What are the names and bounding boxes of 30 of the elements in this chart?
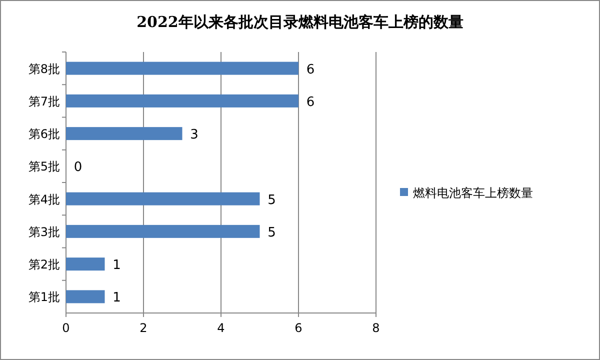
- bar: [66, 224, 260, 238]
- bar: [66, 258, 105, 271]
- bar: [66, 62, 298, 75]
- data-label: 5: [268, 192, 276, 208]
- data-label: 6: [306, 62, 315, 78]
- y-tick-label: 第6批: [28, 127, 60, 142]
- data-label: 5: [268, 225, 276, 240]
- x-tick-label: 4: [217, 321, 225, 335]
- bar: [66, 94, 298, 108]
- data-label: 1: [112, 290, 121, 306]
- chart-title: 2022年以来各批次目录燃料电池客车上榜的数量: [136, 13, 464, 31]
- x-tick-label: 8: [372, 321, 380, 335]
- x-tick-label: 0: [62, 321, 70, 335]
- data-label: 3: [190, 128, 198, 143]
- legend-label: 燃料电池客车上榜数量: [413, 186, 533, 200]
- x-tick-label: 6: [294, 321, 302, 335]
- y-tick-label: 第2批: [28, 258, 60, 272]
- bar: [66, 290, 105, 304]
- data-label: 6: [306, 94, 315, 110]
- bar: [66, 127, 182, 140]
- data-label: 1: [112, 258, 121, 274]
- y-tick-label: 第3批: [28, 224, 60, 239]
- bar: [66, 192, 260, 206]
- y-tick-label: 第8批: [28, 62, 60, 76]
- x-tick-label: 2: [140, 321, 148, 335]
- y-tick-label: 第1批: [28, 290, 60, 304]
- y-tick-label: 第4批: [28, 192, 60, 206]
- y-tick-label: 第7批: [28, 94, 60, 108]
- y-tick-label: 第5批: [28, 160, 60, 174]
- data-label: 0: [74, 160, 82, 176]
